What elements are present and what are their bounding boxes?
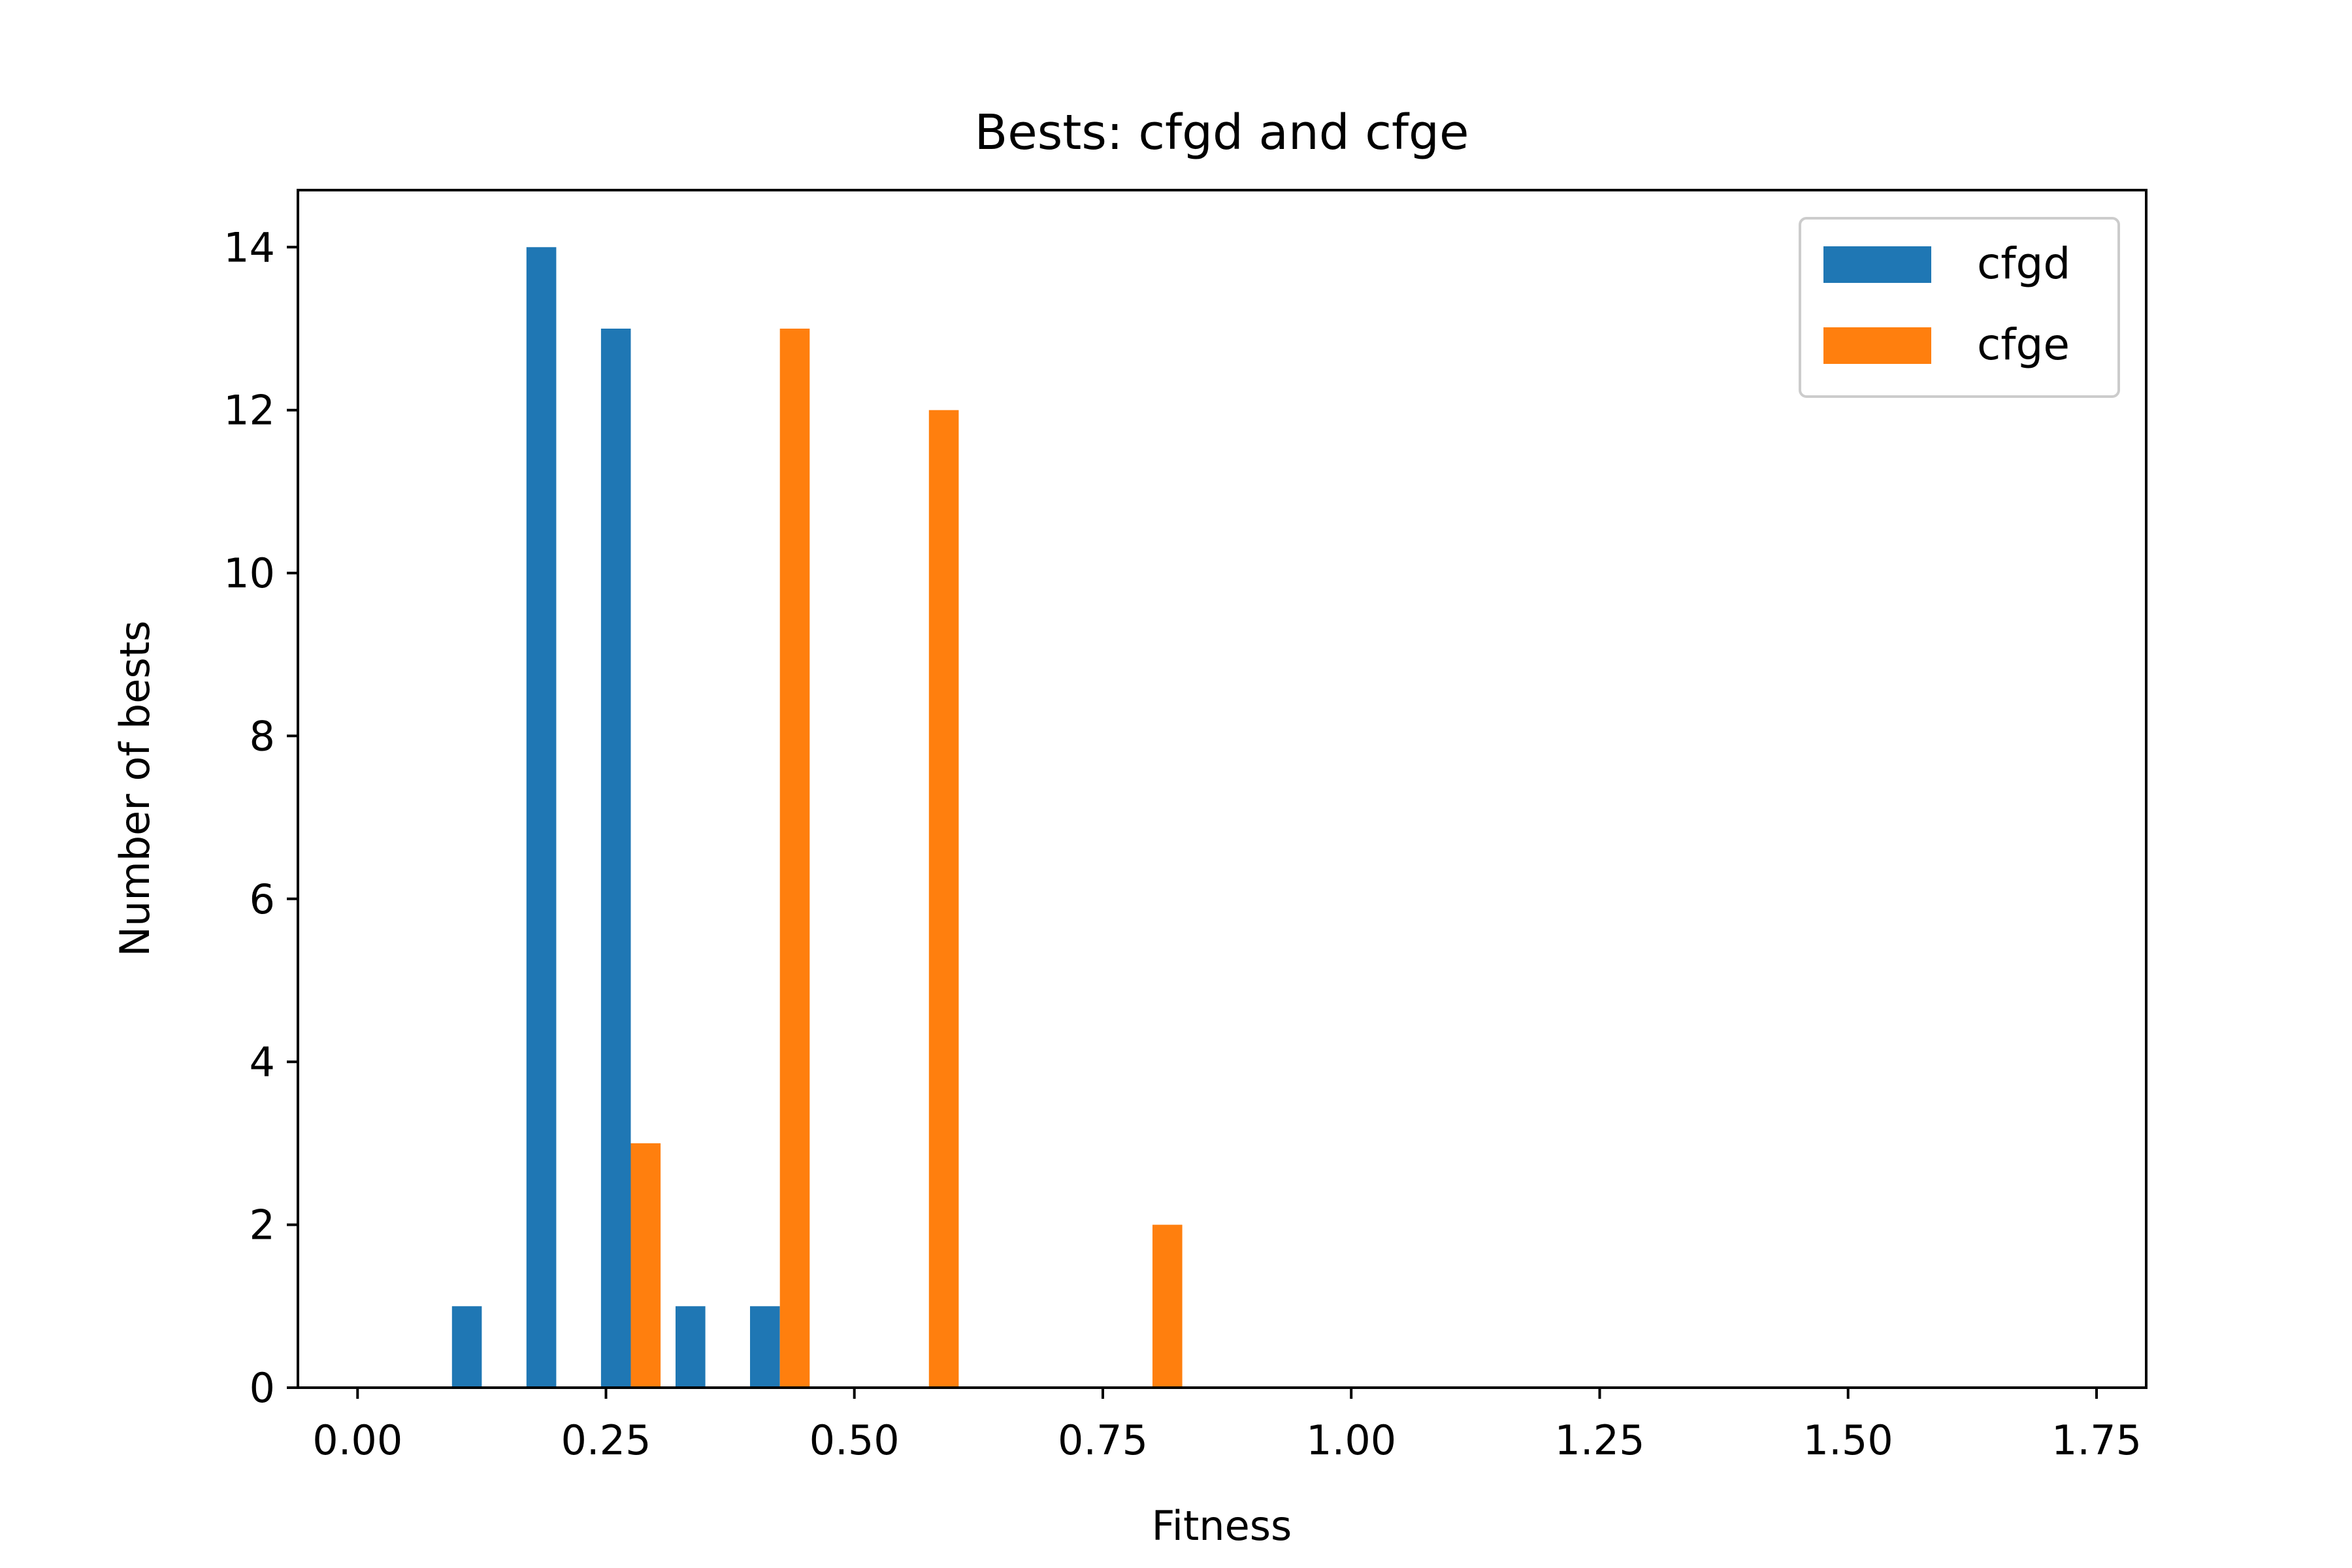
y-tick-label: 4: [250, 1038, 275, 1086]
x-tick-label: 1.25: [1554, 1416, 1644, 1464]
y-tick-label: 12: [223, 387, 275, 434]
legend-label-cfge: cfge: [1977, 319, 2070, 370]
y-tick-label: 14: [223, 223, 275, 271]
bars-layer: [451, 247, 1183, 1388]
plot-area-frame: [297, 189, 2148, 1389]
y-tick-label: 6: [250, 875, 275, 923]
bar-cfgd-3: [676, 1306, 706, 1388]
chart-title: Bests: cfgd and cfge: [974, 105, 1469, 161]
y-tick-label: 8: [250, 712, 275, 760]
legend-swatch-cfge: [1823, 327, 1931, 364]
legend-swatch-cfgd: [1823, 246, 1931, 283]
x-tick-label: 0.25: [561, 1416, 651, 1464]
ticks-layer: 0.00 0.25 0.50 0.75 1.00 1.25 1.50 1.75 0 2 4 6 8 10 1…: [223, 223, 2142, 1464]
bar-cfgd-2: [600, 329, 631, 1388]
bar-cfge-3: [1152, 1224, 1183, 1388]
bar-cfge-1: [779, 329, 810, 1388]
legend-label-cfgd: cfgd: [1977, 238, 2070, 289]
bar-cfge-2: [928, 410, 959, 1388]
bar-cfgd-4: [750, 1306, 780, 1388]
y-tick-label: 2: [250, 1201, 275, 1249]
x-tick-label: 1.75: [2051, 1416, 2142, 1464]
x-axis-title: Fitness: [1152, 1502, 1292, 1550]
bar-cfgd-0: [451, 1306, 482, 1388]
y-tick-label: 10: [223, 549, 275, 597]
x-tick-label: 0.75: [1058, 1416, 1148, 1464]
x-tick-label: 1.50: [1803, 1416, 1893, 1464]
y-axis-title: Number of bests: [111, 621, 159, 957]
legend: cfgd cfge: [1799, 217, 2120, 398]
bar-cfge-0: [630, 1143, 661, 1388]
bar-cfgd-1: [526, 247, 557, 1388]
x-tick-label: 0.50: [809, 1416, 900, 1464]
y-tick-label: 0: [250, 1364, 275, 1412]
x-tick-label: 0.00: [312, 1416, 402, 1464]
x-tick-label: 1.00: [1306, 1416, 1396, 1464]
legend-frame: [1799, 217, 2120, 398]
